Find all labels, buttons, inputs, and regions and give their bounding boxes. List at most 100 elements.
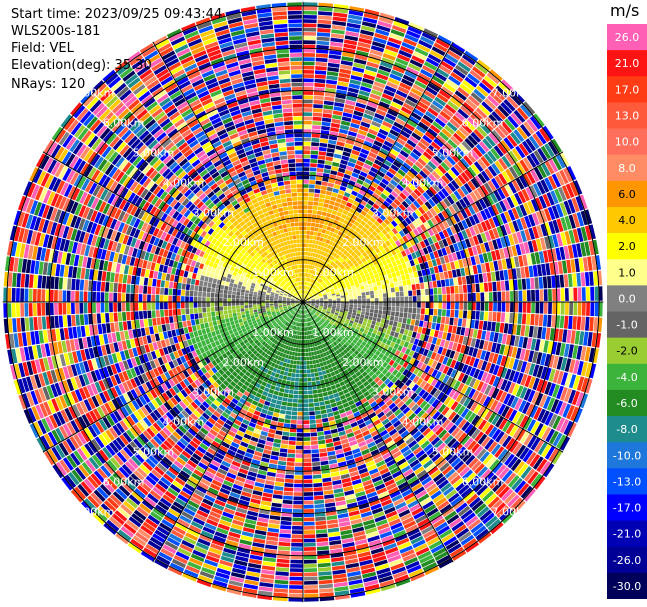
velocity-cell (308, 278, 311, 282)
velocity-cell (323, 203, 329, 208)
velocity-cell (316, 40, 330, 46)
velocity-cell (504, 223, 512, 235)
velocity-cell (497, 124, 509, 137)
velocity-cell (317, 23, 331, 29)
velocity-cell (290, 377, 295, 382)
velocity-cell (324, 434, 332, 440)
velocity-cell (387, 325, 393, 331)
velocity-cell (347, 286, 352, 290)
velocity-cell (333, 410, 340, 416)
velocity-cell (476, 187, 486, 198)
velocity-cell (437, 34, 452, 45)
velocity-cell (307, 381, 312, 386)
velocity-cell (533, 150, 544, 164)
velocity-cell (330, 428, 338, 434)
velocity-cell (434, 214, 442, 224)
velocity-cell (450, 294, 455, 302)
velocity-cell (303, 492, 314, 496)
velocity-cell (415, 250, 421, 258)
velocity-cell (358, 254, 364, 260)
velocity-cell (395, 327, 401, 333)
velocity-cell (308, 192, 314, 197)
velocity-cell (365, 65, 378, 73)
velocity-cell (389, 105, 400, 114)
velocity-cell (455, 64, 469, 76)
velocity-cell (282, 375, 288, 380)
velocity-cell (270, 455, 279, 461)
velocity-cell (497, 291, 502, 302)
velocity-cell (428, 186, 437, 195)
velocity-cell (303, 171, 310, 176)
velocity-cell (462, 284, 468, 293)
velocity-cell (443, 324, 449, 333)
velocity-cell (459, 83, 473, 95)
velocity-cell (367, 210, 375, 217)
velocity-cell (494, 126, 506, 139)
velocity-cell (299, 365, 303, 370)
velocity-cell (429, 103, 442, 114)
velocity-cell (313, 197, 319, 202)
velocity-cell (316, 533, 328, 538)
velocity-cell (576, 212, 584, 227)
velocity-cell (399, 257, 405, 264)
velocity-cell (308, 287, 311, 291)
velocity-cell (305, 285, 307, 290)
velocity-cell (319, 448, 327, 453)
velocity-cell (377, 224, 384, 231)
velocity-cell (282, 504, 293, 509)
velocity-cell (310, 373, 315, 378)
velocity-cell (410, 112, 422, 121)
velocity-cell (386, 215, 394, 223)
velocity-cell (313, 364, 317, 369)
velocity-cell (317, 283, 321, 287)
velocity-cell (303, 91, 314, 95)
velocity-cell (437, 309, 442, 316)
velocity-cell (345, 240, 351, 246)
velocity-cell (315, 525, 327, 530)
velocity-cell (287, 453, 295, 458)
velocity-cell (342, 255, 348, 260)
velocity-cell (326, 275, 331, 280)
velocity-cell (409, 22, 424, 31)
velocity-cell (391, 272, 397, 278)
velocity-cell (457, 174, 467, 185)
velocity-cell (395, 232, 402, 240)
velocity-cell (387, 182, 396, 190)
velocity-cell (306, 286, 308, 290)
velocity-cell (362, 206, 370, 213)
velocity-cell (404, 142, 414, 151)
velocity-cell (409, 238, 416, 246)
velocity-cell (559, 315, 565, 329)
velocity-cell (411, 55, 425, 65)
velocity-cell (339, 163, 347, 170)
velocity-cell (429, 79, 443, 89)
velocity-cell (425, 302, 430, 309)
velocity-cell (363, 269, 368, 275)
velocity-cell (303, 348, 306, 353)
velocity-cell (536, 225, 544, 238)
velocity-cell (382, 120, 393, 129)
velocity-cell (312, 389, 318, 394)
velocity-cell (451, 252, 458, 261)
velocity-cell (432, 280, 437, 288)
velocity-cell (496, 238, 503, 249)
velocity-cell (486, 194, 495, 206)
velocity-cell (368, 227, 375, 233)
velocity-cell (315, 520, 327, 526)
velocity-cell (538, 251, 545, 264)
velocity-cell (307, 252, 311, 256)
velocity-cell (369, 309, 374, 313)
velocity-cell (324, 498, 335, 504)
velocity-cell (448, 46, 463, 57)
velocity-cell (472, 110, 485, 122)
velocity-cell (279, 452, 288, 458)
velocity-cell (392, 160, 402, 169)
velocity-cell (484, 292, 489, 302)
velocity-cell (319, 286, 323, 290)
velocity-cell (289, 436, 296, 441)
velocity-cell (481, 330, 487, 340)
velocity-cell (314, 499, 325, 505)
velocity-cell (305, 256, 308, 260)
velocity-cell (310, 265, 313, 270)
velocity-cell (411, 252, 417, 260)
